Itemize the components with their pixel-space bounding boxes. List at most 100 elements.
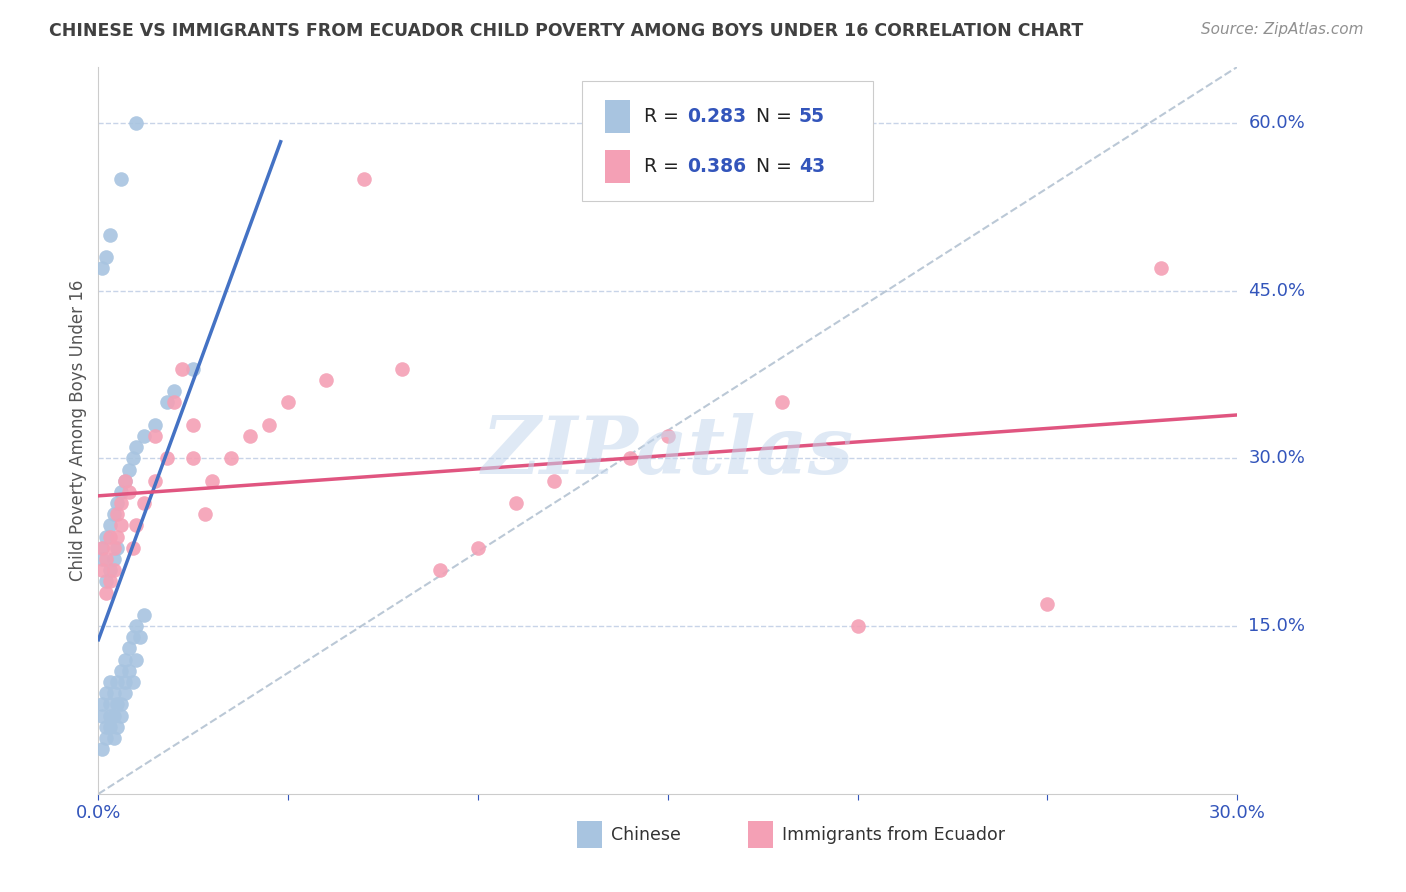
Point — [107, 541, 129, 555]
Point — [132, 429, 155, 443]
Point — [103, 731, 125, 745]
Point — [125, 653, 148, 667]
Point — [156, 395, 179, 409]
Point — [1150, 261, 1173, 276]
Point — [259, 417, 281, 432]
Point — [98, 708, 121, 723]
Point — [107, 675, 129, 690]
Point — [91, 541, 114, 555]
Point — [315, 373, 337, 387]
Point — [1036, 597, 1059, 611]
Text: 30.0%: 30.0% — [1249, 450, 1305, 467]
Text: ZIPatlas: ZIPatlas — [482, 414, 853, 491]
Point — [194, 508, 217, 522]
Point — [103, 508, 125, 522]
Point — [125, 518, 148, 533]
Point — [114, 686, 136, 700]
Text: N =: N = — [755, 107, 797, 126]
Text: 60.0%: 60.0% — [1249, 114, 1305, 132]
Point — [543, 474, 565, 488]
Point — [110, 708, 132, 723]
Point — [118, 484, 141, 499]
Point — [107, 530, 129, 544]
Point — [619, 451, 641, 466]
Point — [163, 384, 186, 399]
Point — [145, 474, 167, 488]
Point — [110, 518, 132, 533]
Point — [94, 530, 117, 544]
Point — [94, 574, 117, 589]
Text: 15.0%: 15.0% — [1249, 617, 1305, 635]
Text: 43: 43 — [799, 157, 825, 176]
Point — [125, 619, 148, 633]
Point — [118, 641, 141, 656]
Point — [770, 395, 793, 409]
Point — [125, 440, 148, 454]
Point — [94, 585, 117, 599]
FancyBboxPatch shape — [605, 150, 630, 183]
Point — [121, 630, 143, 644]
Point — [98, 518, 121, 533]
Point — [110, 484, 132, 499]
Point — [467, 541, 489, 555]
Point — [505, 496, 527, 510]
Point — [163, 395, 186, 409]
Point — [98, 574, 121, 589]
Point — [145, 429, 167, 443]
Text: Immigrants from Ecuador: Immigrants from Ecuador — [782, 826, 1005, 844]
Point — [118, 462, 141, 476]
Point — [114, 675, 136, 690]
Point — [145, 417, 167, 432]
Point — [391, 362, 413, 376]
Point — [110, 171, 132, 186]
Point — [239, 429, 262, 443]
Point — [98, 720, 121, 734]
Text: CHINESE VS IMMIGRANTS FROM ECUADOR CHILD POVERTY AMONG BOYS UNDER 16 CORRELATION: CHINESE VS IMMIGRANTS FROM ECUADOR CHILD… — [49, 22, 1084, 40]
Point — [121, 541, 143, 555]
Point — [94, 250, 117, 264]
Text: R =: R = — [644, 107, 685, 126]
Point — [846, 619, 869, 633]
Point — [107, 508, 129, 522]
Point — [114, 653, 136, 667]
Point — [353, 171, 375, 186]
Point — [94, 552, 117, 566]
FancyBboxPatch shape — [605, 100, 630, 133]
Point — [91, 698, 114, 712]
Point — [118, 664, 141, 678]
Point — [221, 451, 243, 466]
Text: 45.0%: 45.0% — [1249, 282, 1306, 300]
Point — [110, 496, 132, 510]
Point — [103, 686, 125, 700]
Point — [91, 552, 114, 566]
Point — [429, 563, 451, 577]
Point — [277, 395, 299, 409]
Y-axis label: Child Poverty Among Boys Under 16: Child Poverty Among Boys Under 16 — [69, 280, 87, 581]
Point — [114, 474, 136, 488]
Point — [110, 664, 132, 678]
Point — [91, 261, 114, 276]
Point — [110, 698, 132, 712]
Point — [107, 698, 129, 712]
Point — [156, 451, 179, 466]
Point — [94, 731, 117, 745]
Text: 55: 55 — [799, 107, 825, 126]
Point — [121, 451, 143, 466]
Text: Source: ZipAtlas.com: Source: ZipAtlas.com — [1201, 22, 1364, 37]
Text: R =: R = — [644, 157, 685, 176]
Point — [91, 742, 114, 756]
Point — [132, 496, 155, 510]
Point — [107, 496, 129, 510]
Point — [114, 474, 136, 488]
Text: N =: N = — [755, 157, 797, 176]
Point — [132, 607, 155, 622]
Point — [107, 720, 129, 734]
Point — [201, 474, 224, 488]
Point — [103, 708, 125, 723]
Point — [98, 563, 121, 577]
Point — [98, 698, 121, 712]
Text: Chinese: Chinese — [610, 826, 681, 844]
Point — [103, 541, 125, 555]
FancyBboxPatch shape — [576, 821, 602, 848]
Point — [98, 227, 121, 242]
